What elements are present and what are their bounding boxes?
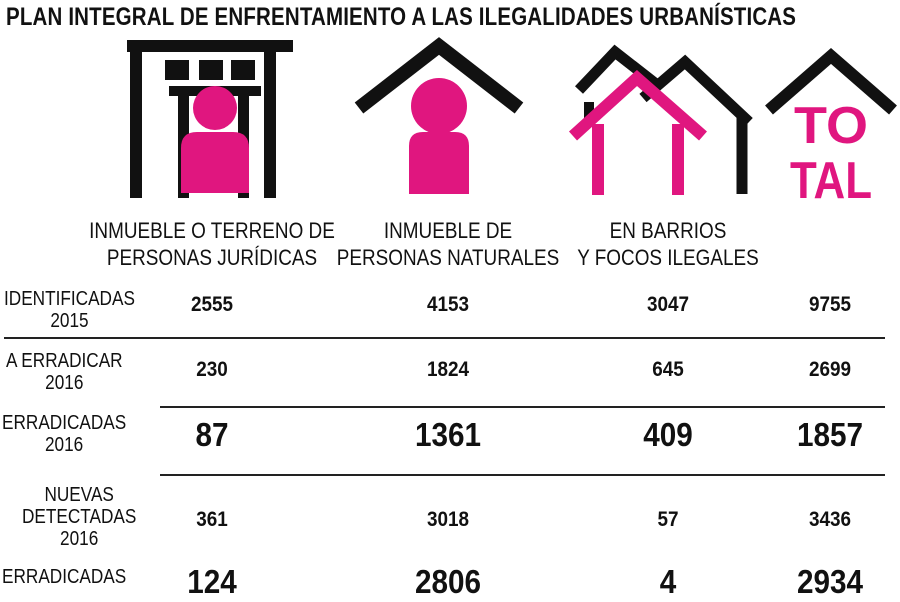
row-label-line: DETECTADAS (22, 506, 137, 528)
column-header-line: Y FOCOS ILEGALES (577, 245, 759, 270)
value-cell: 3018 (426, 508, 470, 531)
row-label-line: ERRADICADAS (2, 566, 127, 588)
building-person-icon (127, 40, 293, 198)
value-cell: 1857 (796, 416, 864, 453)
row-label-line: IDENTIFICADAS (4, 288, 135, 310)
value-cell: 124 (187, 563, 237, 600)
row-label-line: A ERRADICAR (6, 350, 123, 372)
row-label-line: 2015 (50, 310, 89, 332)
value-cell: 2806 (414, 563, 482, 600)
row-divider (4, 337, 885, 339)
value-cell: 361 (196, 508, 228, 531)
row-divider (160, 474, 885, 476)
value-cell: 4153 (426, 293, 470, 316)
value-cell: 57 (657, 508, 679, 531)
value-cell: 4 (659, 563, 677, 600)
row-label-line: 2016 (45, 372, 84, 394)
row-divider (160, 406, 885, 408)
column-header: INMUEBLE DE PERSONAS NATURALES (319, 217, 577, 271)
infographic-title: PLAN INTEGRAL DE ENFRENTAMIENTO A LAS IL… (6, 3, 797, 31)
value-cell: 409 (643, 416, 693, 453)
column-header-line: PERSONAS JURÍDICAS (106, 245, 318, 270)
value-cell: 1361 (414, 416, 482, 453)
row-label-line: ERRADICADAS (2, 412, 127, 434)
column-header-line: PERSONAS NATURALES (336, 245, 560, 270)
value-cell: 87 (195, 416, 229, 453)
column-header-line: EN BARRIOS (609, 218, 727, 243)
column-header: INMUEBLE O TERRENO DE PERSONAS JURÍDICAS (83, 217, 341, 271)
house-person-icon (354, 37, 524, 194)
column-header-line: INMUEBLE O TERRENO DE (89, 218, 335, 243)
value-cell: 9755 (808, 293, 852, 316)
svg-text:TO: TO (794, 97, 868, 155)
row-label: A ERRADICAR 2016 (6, 350, 123, 394)
value-cell: 230 (196, 358, 228, 381)
row-label-line: 2016 (60, 528, 99, 550)
value-cell: 2934 (796, 563, 864, 600)
row-label-line: 2016 (44, 434, 84, 456)
value-cell: 645 (652, 358, 684, 381)
row-label: IDENTIFICADAS 2015 (4, 288, 135, 332)
svg-text:TAL: TAL (790, 152, 872, 204)
row-label: NUEVAS DETECTADAS 2016 (22, 484, 136, 550)
row-label: ERRADICADAS 2016 (2, 412, 126, 456)
value-cell: 3436 (808, 508, 852, 531)
column-header: EN BARRIOS Y FOCOS ILEGALES (539, 217, 797, 271)
value-cell: 3047 (646, 293, 690, 316)
row-label-line: NUEVAS (44, 484, 114, 506)
total-house-icon: TO TAL (765, 48, 897, 204)
houses-icon (568, 44, 753, 195)
value-cell: 2699 (808, 358, 852, 381)
value-cell: 1824 (426, 358, 470, 381)
row-label: ERRADICADAS (2, 566, 126, 588)
column-header-line: INMUEBLE DE (383, 218, 513, 243)
value-cell: 2555 (190, 293, 234, 316)
